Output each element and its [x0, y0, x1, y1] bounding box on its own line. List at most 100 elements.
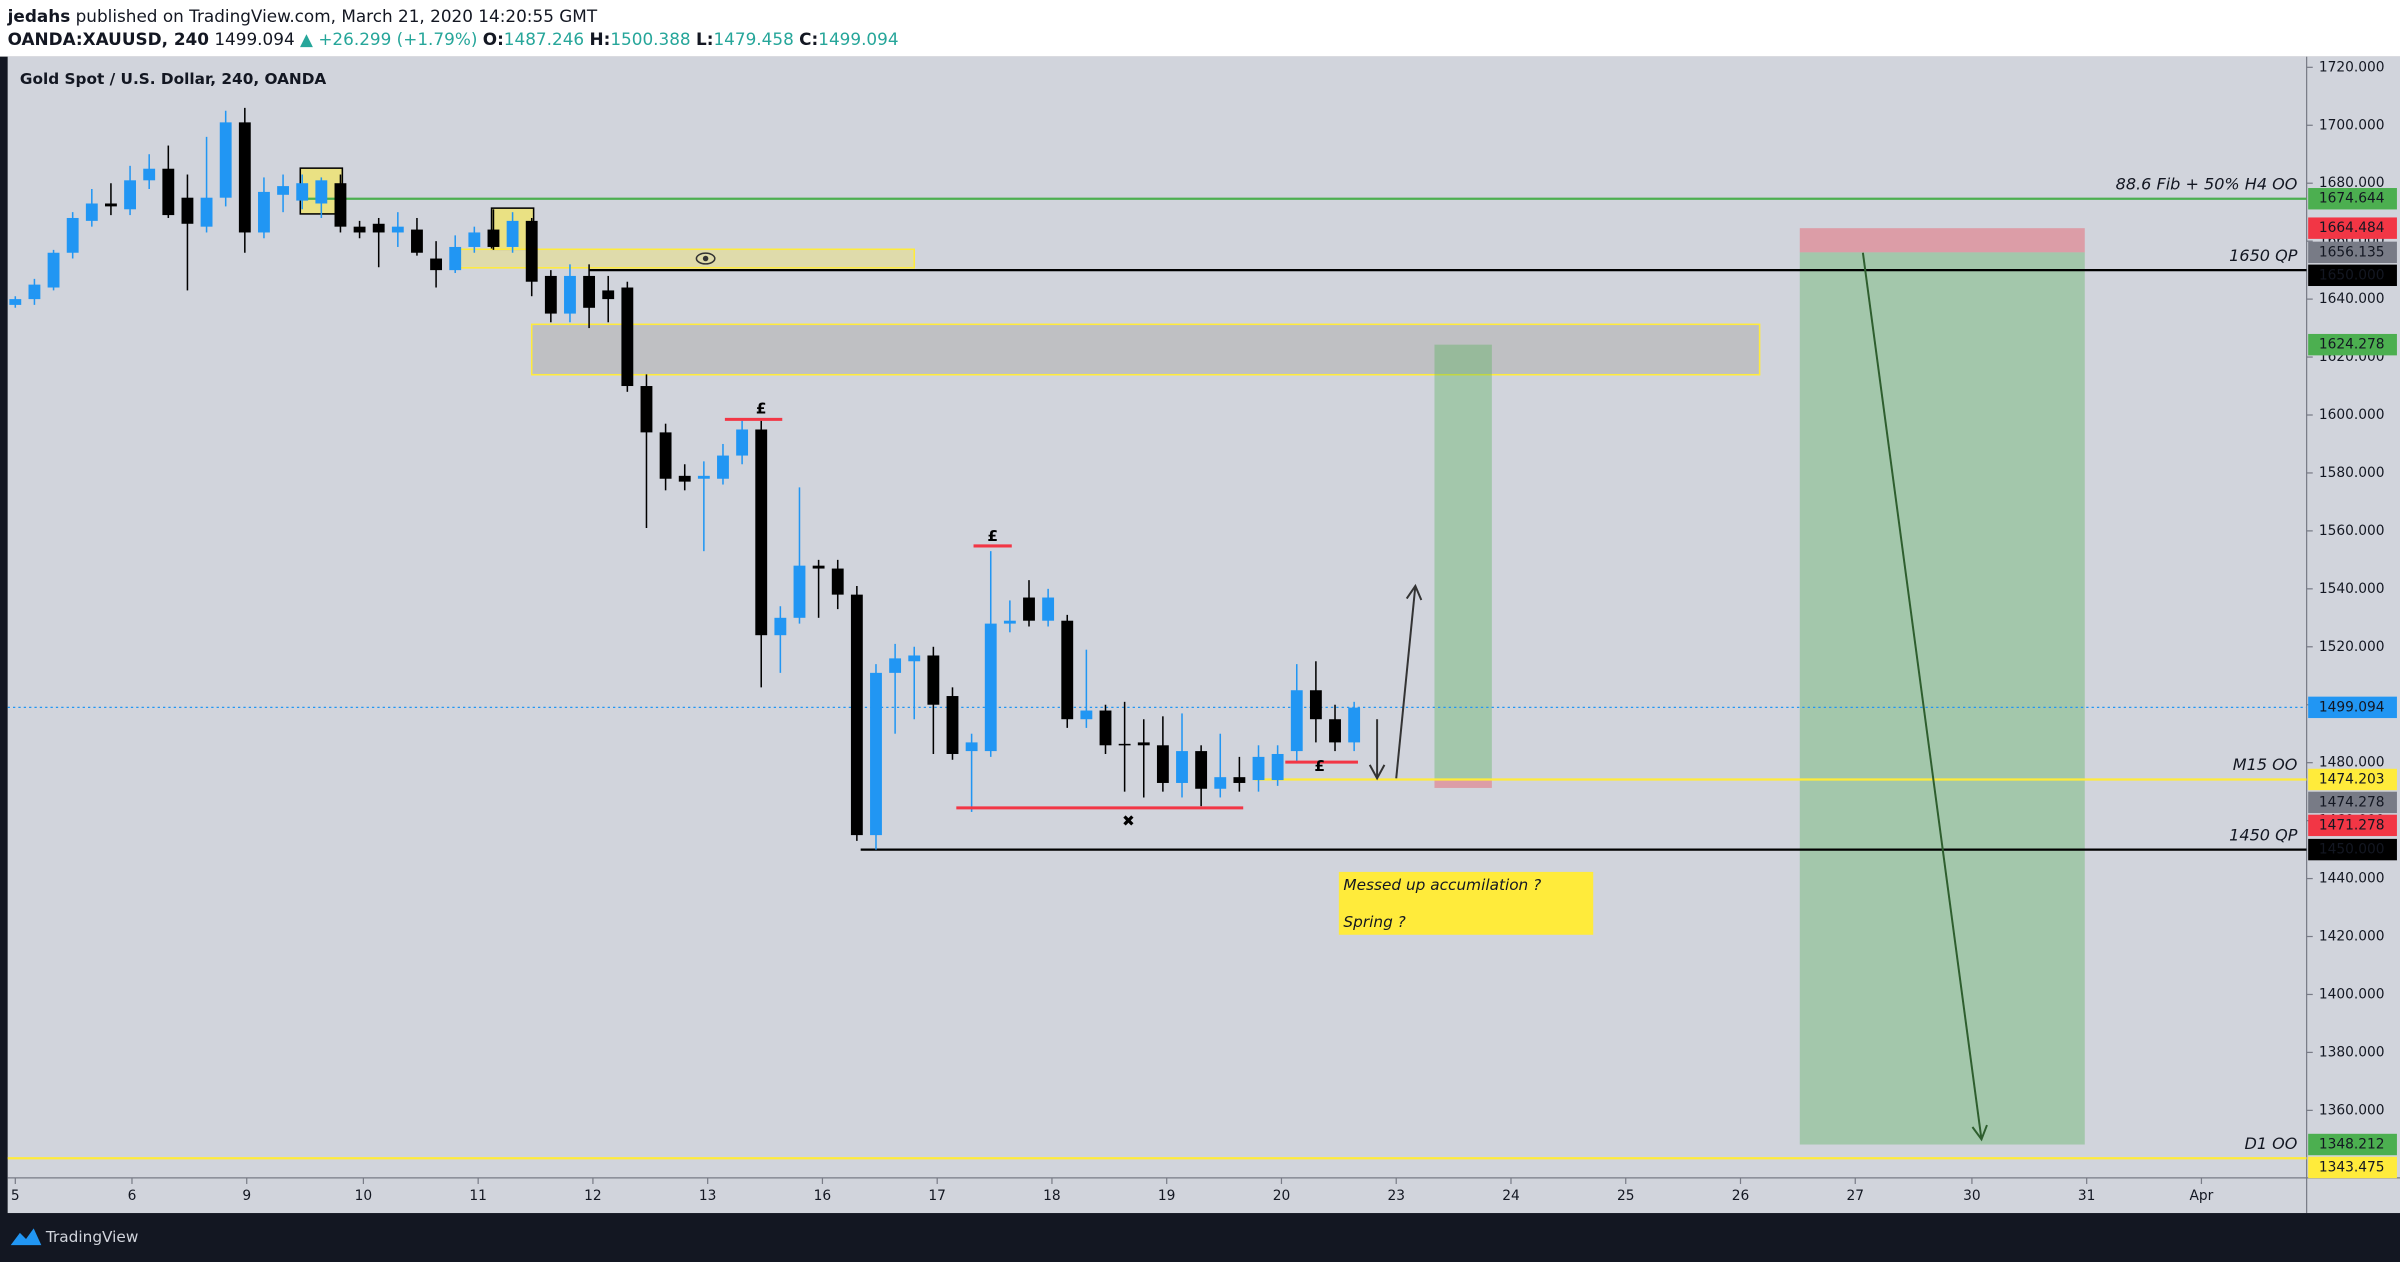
- candle-body: [697, 475, 710, 479]
- h-label: H:: [589, 29, 610, 49]
- candle-body: [1176, 751, 1188, 783]
- candle-body: [66, 217, 79, 253]
- price-badge-label: 1499.094: [2319, 699, 2385, 715]
- candle-body: [984, 623, 997, 752]
- candle-body: [85, 203, 98, 221]
- chart-title: Gold Spot / U.S. Dollar, 240, OANDA: [20, 70, 327, 88]
- price-badge: [2308, 264, 2397, 287]
- x-tick-label: 16: [814, 1188, 832, 1204]
- candle-body: [755, 429, 768, 636]
- price-badge-label: 1471.278: [2319, 817, 2385, 833]
- l-label: L:: [696, 29, 713, 49]
- candle-body: [889, 658, 902, 673]
- candle-body: [965, 742, 978, 752]
- l-value: 1479.458: [713, 29, 793, 49]
- y-tick-label: 1520.000: [2319, 639, 2385, 655]
- candle-body: [1214, 777, 1227, 789]
- candle-body: [946, 696, 959, 754]
- c-value: 1499.094: [818, 29, 898, 49]
- x-tick-label: 10: [355, 1188, 373, 1204]
- price-badge: [2308, 791, 2397, 814]
- candle-body: [1156, 745, 1169, 783]
- symbol: OANDA:XAUUSD, 240: [8, 29, 209, 49]
- zone: [1434, 779, 1492, 788]
- x-tick-label: 27: [1846, 1188, 1864, 1204]
- x-tick-label: 17: [928, 1188, 946, 1204]
- brand[interactable]: TradingView: [45, 1228, 138, 1246]
- candle-body: [162, 168, 175, 216]
- eye-outline: [695, 252, 716, 265]
- candle-body: [717, 455, 729, 479]
- candle-body: [143, 168, 156, 181]
- candle-body: [602, 290, 615, 300]
- candle-body: [544, 275, 557, 314]
- publish-line: jedahs published on TradingView.com, Mar…: [7, 6, 598, 26]
- y-tick-label: 1540.000: [2319, 581, 2385, 597]
- level-label: M15 OO: [2233, 755, 2298, 774]
- candle-body: [1099, 710, 1112, 746]
- y-tick-label: 1400.000: [2319, 986, 2385, 1002]
- logo-shape[interactable]: [10, 1228, 42, 1246]
- marker: £: [987, 527, 998, 545]
- candle-body: [181, 197, 194, 224]
- candle-body: [1061, 620, 1074, 720]
- brand-logo: [10, 1228, 42, 1246]
- marker: £: [1314, 757, 1325, 775]
- candle-body: [277, 186, 290, 195]
- candle-body: [1290, 690, 1303, 752]
- x-tick-label: 24: [1502, 1188, 1520, 1204]
- candle-body: [678, 475, 691, 482]
- c-label: C:: [799, 29, 818, 49]
- x-tick-label: 13: [699, 1188, 717, 1204]
- zone: [530, 323, 1761, 376]
- price-badge-label: 1343.475: [2319, 1159, 2385, 1175]
- y-tick-label: 1420.000: [2319, 929, 2385, 945]
- candle-body: [831, 568, 844, 595]
- author: jedahs: [7, 6, 71, 26]
- candle-body: [525, 220, 538, 282]
- y-tick-label: 1580.000: [2319, 465, 2385, 481]
- candle-body: [296, 183, 309, 201]
- y-tick-label: 1680.000: [2319, 175, 2385, 191]
- price-badge-label: 1650.000: [2319, 267, 2385, 283]
- y-tick-label: 1360.000: [2319, 1102, 2385, 1118]
- candle-body: [105, 203, 117, 207]
- price-badge-label: 1664.484: [2319, 220, 2385, 236]
- candle-body: [908, 655, 921, 662]
- candle-body: [1252, 756, 1265, 781]
- candle-body: [1137, 742, 1150, 746]
- candle-body: [238, 122, 251, 233]
- eye-pupil: [702, 255, 709, 262]
- candle-body: [1080, 710, 1093, 720]
- candle-body: [1233, 777, 1246, 783]
- x-tick-label: 23: [1387, 1188, 1405, 1204]
- eye-icon: [695, 252, 716, 265]
- x-tick-label: 30: [1963, 1188, 1981, 1204]
- x-tick-label: 18: [1043, 1188, 1061, 1204]
- candle-body: [1348, 707, 1361, 743]
- price-badge: [2308, 241, 2397, 264]
- price-badge: [2308, 814, 2397, 837]
- candle-body: [659, 432, 672, 479]
- candle-body: [1195, 751, 1208, 789]
- arrow-head: [1368, 764, 1386, 781]
- zone: [1799, 228, 2085, 253]
- candle-body: [774, 617, 787, 636]
- time-axis: [7, 1177, 2307, 1214]
- y-tick-label: 1640.000: [2319, 291, 2385, 307]
- symbol-line: OANDA:XAUUSD, 240 1499.094 ▲ +26.299 (+1…: [8, 29, 899, 49]
- header-bar: [0, 0, 2400, 57]
- y-tick-label: 1440.000: [2319, 871, 2385, 887]
- candle-body: [258, 191, 270, 233]
- price-badge-label: 1474.203: [2319, 771, 2385, 787]
- x-tick-label: 31: [2078, 1188, 2096, 1204]
- x-tick-label: 5: [11, 1188, 20, 1204]
- candle-body: [430, 258, 443, 271]
- segment: [1395, 585, 1417, 779]
- h-value: 1500.388: [610, 29, 690, 49]
- candle-body: [506, 220, 519, 247]
- candle-body: [9, 299, 22, 305]
- candle-body: [1309, 690, 1322, 720]
- annotation-text: Messed up accumilation ?: [1343, 876, 1541, 894]
